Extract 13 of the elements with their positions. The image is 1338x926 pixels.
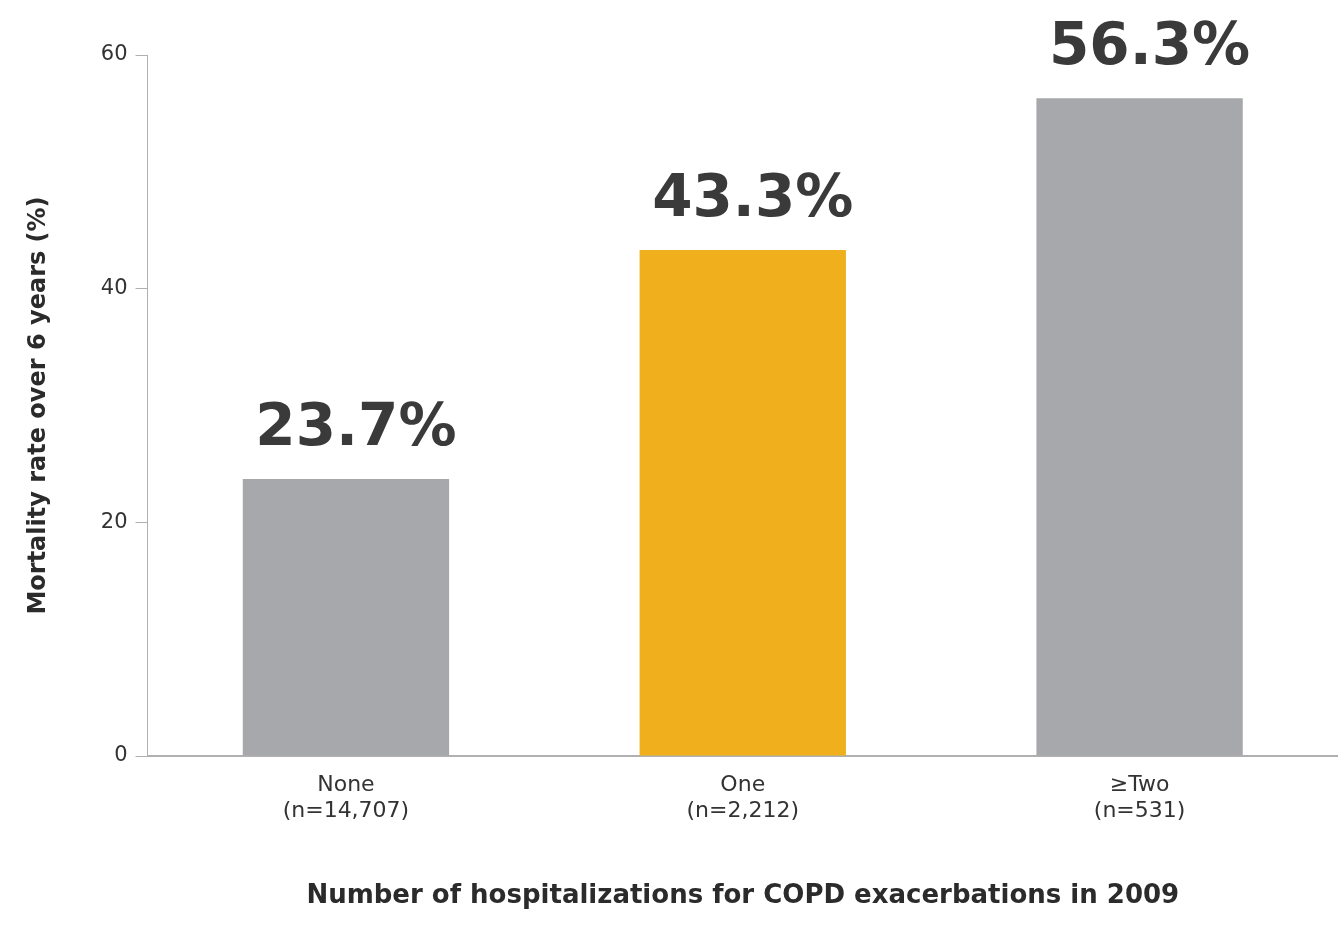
y-tick-label: 20	[100, 508, 128, 533]
x-tick-label: One (n=2,212)	[686, 770, 800, 823]
x-axis-title: Number of hospitalizations for COPD exacerbations in 2009	[306, 879, 1180, 910]
data-label: 43.3%	[652, 162, 854, 231]
y-tick-label: 40	[100, 275, 128, 300]
data-label: 56.3%	[1048, 10, 1251, 79]
y-tick-label: 0	[114, 742, 128, 767]
y-tick-label: 60	[100, 41, 128, 66]
data-label: 23.7%	[255, 391, 457, 460]
x-tick-label: ≥Two (n=531)	[1093, 770, 1186, 823]
x-tick-label: None (n=14,707)	[282, 770, 410, 823]
y-axis-title: Mortality rate over 6 years (%)	[22, 196, 51, 615]
bar	[639, 250, 846, 756]
